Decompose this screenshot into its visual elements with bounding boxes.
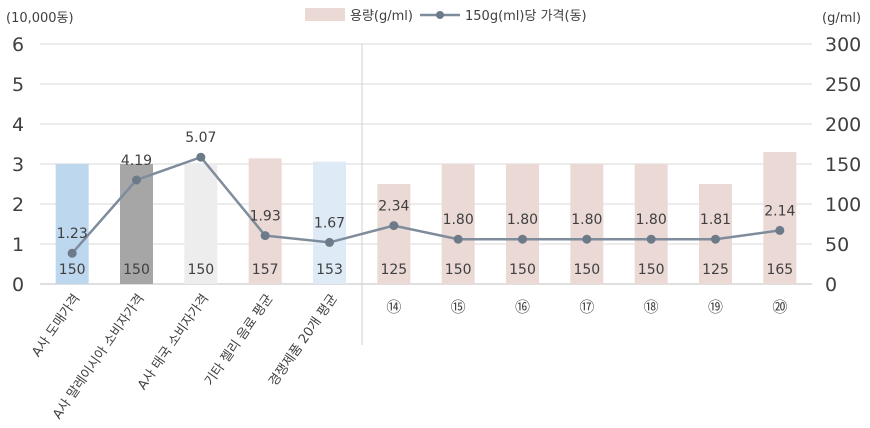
x-category-label: ⑮ (451, 298, 466, 316)
left-tick-label: 0 (12, 274, 24, 296)
x-category-label: ⑰ (579, 298, 594, 316)
right-tick-label: 250 (825, 74, 861, 96)
line-point (196, 152, 206, 162)
bar (184, 164, 218, 284)
line-value-label: 1.80 (636, 212, 667, 228)
line-value-label: 1.81 (700, 212, 731, 228)
right-tick-label: 0 (825, 274, 837, 296)
left-tick-label: 6 (12, 34, 24, 56)
bar (313, 161, 346, 284)
bar-value-label: 157 (252, 262, 279, 278)
legend-line-label: 150g(ml)당 가격(동) (465, 9, 587, 24)
bar (699, 184, 732, 284)
line-value-label: 2.34 (378, 199, 409, 215)
line-point (646, 234, 656, 244)
line-value-label: 2.14 (764, 203, 795, 219)
x-category-label: 경쟁제품 20개 평균 (266, 292, 341, 390)
line-value-label: 1.80 (571, 212, 602, 228)
line-value-label: 4.19 (121, 153, 152, 169)
bar-value-label: 150 (638, 262, 665, 278)
right-tick-label: 200 (825, 114, 861, 136)
x-category-label: ⑳ (772, 298, 787, 316)
right-tick-label: 150 (825, 154, 861, 176)
right-tick-label: 300 (825, 34, 861, 56)
legend: 용량(g/ml) 150g(ml)당 가격(동) (305, 8, 587, 24)
legend-bar-swatch (305, 8, 345, 21)
x-category-label: ⑯ (515, 298, 530, 316)
bar-value-label: 150 (123, 262, 150, 278)
line-point (132, 175, 141, 185)
line-value-label: 1.93 (250, 209, 281, 225)
left-tick-label: 2 (12, 194, 24, 216)
line-value-labels: 1.23 4.19 5.07 1.93 1.67 2.34 1.80 1.80 1.80 1.80… (57, 130, 796, 242)
bar-value-label: 165 (766, 262, 793, 278)
line-value-label: 1.23 (57, 226, 88, 242)
line-value-label: 1.80 (443, 212, 474, 228)
bar-value-label: 150 (187, 262, 214, 278)
left-tick-label: 5 (12, 74, 24, 96)
line-value-label: 1.67 (314, 215, 345, 231)
right-tick-label: 100 (825, 194, 861, 216)
bar-value-label: 153 (316, 262, 343, 278)
bar-value-label: 150 (509, 262, 536, 278)
legend-line-marker (436, 11, 444, 19)
line-point (518, 234, 527, 244)
right-tick-label: 50 (825, 234, 849, 256)
left-axis-ticks: 0 1 2 3 4 5 6 (12, 34, 24, 296)
price-line-series (67, 152, 785, 258)
bars-series (55, 152, 797, 284)
bar (441, 164, 475, 284)
line-point (389, 221, 399, 231)
line-point (260, 231, 270, 241)
bar (377, 184, 411, 284)
bar-value-label: 150 (59, 262, 86, 278)
bar (55, 164, 89, 284)
bar-value-label: 125 (380, 262, 407, 278)
left-tick-label: 1 (12, 234, 24, 256)
x-category-label: A사 도매가격 (29, 292, 83, 360)
right-axis-ticks: 0 50 100 150 200 250 300 (825, 34, 861, 296)
legend-bar-label: 용량(g/ml) (350, 9, 413, 24)
line-point (325, 237, 334, 247)
bar (634, 164, 668, 284)
line-point (67, 248, 77, 258)
left-axis-unit: (10,000동) (6, 11, 74, 26)
x-category-label: ⑲ (708, 298, 723, 316)
x-category-label: A사 태국 소비자가격 (135, 292, 212, 393)
x-category-label: 기타 젤리 음료 평균 (202, 292, 276, 389)
line-point (775, 225, 785, 235)
line-point (711, 234, 720, 244)
bar (763, 152, 797, 284)
bar (506, 164, 539, 284)
bar (570, 164, 604, 284)
bar-value-label: 125 (702, 262, 729, 278)
price-line (71, 155, 781, 255)
line-value-label: 5.07 (185, 130, 216, 146)
line-point (582, 234, 592, 244)
gridlines (40, 43, 812, 285)
line-value-label: 1.80 (507, 212, 538, 228)
left-tick-label: 4 (12, 114, 24, 136)
x-category-label: ⑭ (386, 298, 401, 316)
left-tick-label: 3 (12, 154, 24, 176)
bar-value-label: 150 (445, 262, 472, 278)
line-point (453, 234, 463, 244)
bar-value-label: 150 (573, 262, 600, 278)
right-axis-unit: (g/ml) (822, 11, 861, 26)
x-category-label: ⑱ (644, 298, 659, 316)
bar-value-labels: 150 150 150 157 153 125 150 150 150 150 125 165 (59, 262, 793, 278)
